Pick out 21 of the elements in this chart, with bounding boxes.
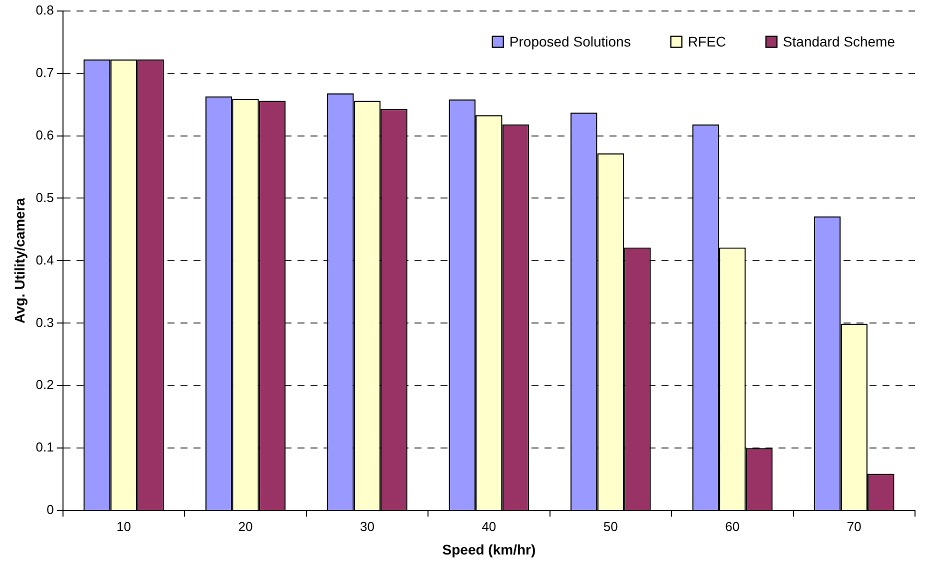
x-tick-label: 50 — [603, 518, 618, 534]
y-tick-label: 0.4 — [36, 252, 54, 268]
legend-label: Proposed Solutions — [509, 34, 631, 50]
y-axis-title: Avg. Utility/camera — [11, 198, 28, 324]
y-tick-label: 0.8 — [36, 2, 54, 18]
y-tick-label: 0.3 — [36, 314, 54, 330]
legend-label: RFEC — [688, 34, 726, 50]
y-tick-label: 0.5 — [36, 190, 54, 205]
x-tick-label: 70 — [846, 518, 862, 534]
x-tick-label: 40 — [482, 518, 496, 534]
y-tick-label: 0.7 — [36, 64, 54, 80]
x-tick-label: 30 — [360, 518, 374, 534]
y-tick-label: 0.6 — [36, 127, 54, 142]
x-tick-label: 10 — [116, 518, 131, 534]
x-tick-label: 20 — [238, 518, 253, 534]
x-axis-title: Speed (km/hr) — [442, 541, 536, 558]
legend-label: Standard Scheme — [782, 34, 896, 50]
x-tick-label: 60 — [725, 518, 740, 534]
y-tick-label: 0 — [46, 502, 54, 518]
y-tick-label: 0.2 — [36, 377, 54, 392]
y-tick-label: 0.1 — [36, 440, 54, 455]
